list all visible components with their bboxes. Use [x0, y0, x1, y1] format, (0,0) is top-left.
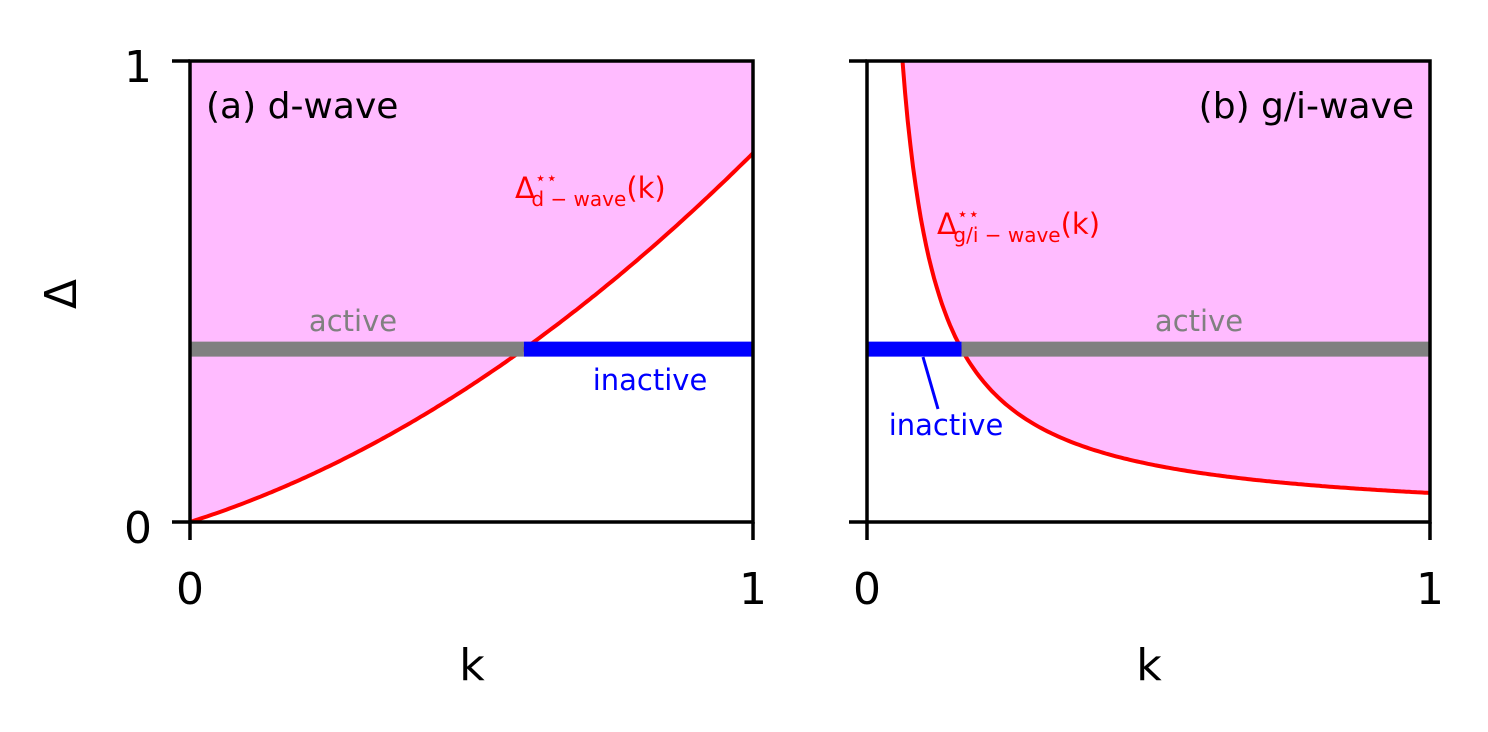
panel-b-xlabel: k	[1136, 640, 1162, 691]
panel-a-frame	[188, 59, 755, 524]
panel-a: 1 0 0 1 k Δ (a) d-wave active inactive Δ…	[36, 42, 767, 691]
panel-a-curve	[189, 151, 755, 524]
panel-b: 0 1 k (b) g/i-wave active inactive Δ⋆⋆ g/…	[849, 59, 1444, 691]
panel-b-inactive-pointer	[921, 356, 940, 410]
panel-a-ytick-label-1: 1	[124, 42, 152, 93]
panel-b-frame	[865, 59, 1432, 524]
panel-a-ytick-label-0: 0	[124, 503, 152, 554]
panel-b-shaded-region	[867, 61, 1430, 493]
panel-b-title: (b) g/i-wave	[1199, 86, 1414, 127]
panel-a-xlabel: k	[459, 640, 485, 691]
panel-a-xtick-label-0: 0	[176, 564, 204, 615]
panel-a-curve-label: Δ⋆⋆ d − wave(k)	[515, 168, 666, 211]
panel-b-xtick-label-1: 1	[1416, 564, 1444, 615]
panel-a-inactive-label: inactive	[593, 363, 708, 397]
panel-a-shaded-region	[190, 61, 753, 522]
panel-b-curve-label: Δ⋆⋆ g/i − wave(k)	[937, 204, 1100, 247]
panel-a-xtick-label-1: 1	[739, 564, 767, 615]
panel-b-inactive-label: inactive	[889, 408, 1004, 442]
panel-a-title: (a) d-wave	[206, 86, 398, 127]
panel-b-active-label: active	[1155, 304, 1243, 338]
y-axis-label: Δ	[36, 279, 87, 309]
panel-b-xtick-label-0: 0	[853, 564, 881, 615]
panel-b-curve	[900, 60, 1431, 495]
panel-a-active-label: active	[309, 304, 397, 338]
